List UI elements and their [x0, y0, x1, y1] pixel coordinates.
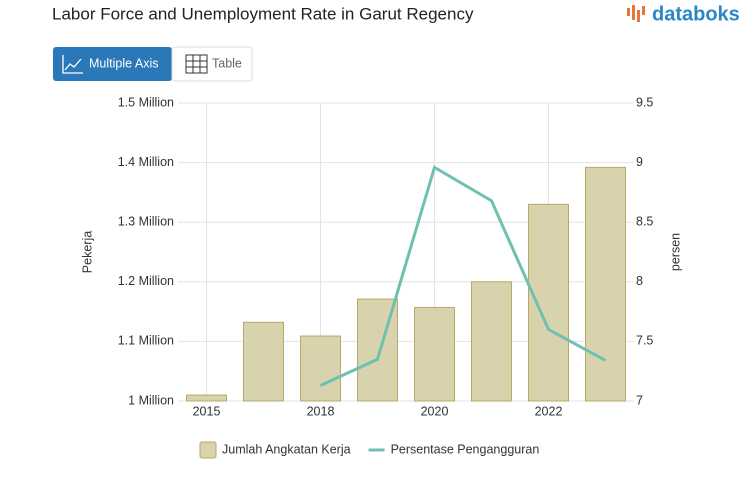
y-tick-label: 1.5 Million [118, 95, 174, 109]
logo-text: databoks [652, 3, 740, 25]
legend-label: Jumlah Angkatan Kerja [222, 442, 351, 456]
legend-item: Jumlah Angkatan Kerja [199, 441, 351, 459]
bar [300, 335, 341, 402]
y2-axis-title: persen [668, 233, 682, 271]
y-tick-label: 1.3 Million [118, 214, 174, 228]
button-label: Multiple Axis [89, 56, 158, 70]
x-tick-label: 2018 [307, 404, 335, 418]
y2-tick-label: 8.5 [636, 214, 653, 228]
chart-title: Labor Force and Unemployment Rate in Gar… [52, 4, 474, 23]
legend-swatch [199, 441, 217, 459]
multiple-axis-button[interactable]: Multiple Axis [53, 47, 172, 81]
y-tick-label: 1.1 Million [118, 334, 174, 348]
line [319, 165, 607, 387]
y2-tick-label: 9 [636, 155, 643, 169]
button-label: Table [212, 56, 242, 70]
y2-tick-label: 7.5 [636, 334, 653, 348]
x-tick-label: 2015 [193, 404, 221, 418]
bar [414, 306, 455, 402]
y2-tick-label: 8 [636, 274, 643, 288]
x-tick-label: 2020 [421, 404, 449, 418]
legend-label: Persentase Pengangguran [391, 442, 540, 456]
bar [243, 321, 284, 402]
bar [471, 281, 512, 402]
y-axis-title: Pekerja [80, 231, 94, 273]
bar [186, 394, 227, 402]
y2-tick-label: 9.5 [636, 95, 653, 109]
bar [585, 166, 626, 402]
y-tick-label: 1.4 Million [118, 155, 174, 169]
bar [528, 203, 569, 402]
table-button[interactable]: Table [171, 46, 253, 82]
y-tick-label: 1 Million [128, 393, 174, 407]
y-tick-label: 1.2 Million [118, 274, 174, 288]
logo: databoks [627, 3, 740, 25]
y2-tick-label: 7 [636, 393, 643, 407]
x-tick-label: 2022 [535, 404, 563, 418]
legend-item: Persentase Pengangguran [368, 442, 540, 456]
